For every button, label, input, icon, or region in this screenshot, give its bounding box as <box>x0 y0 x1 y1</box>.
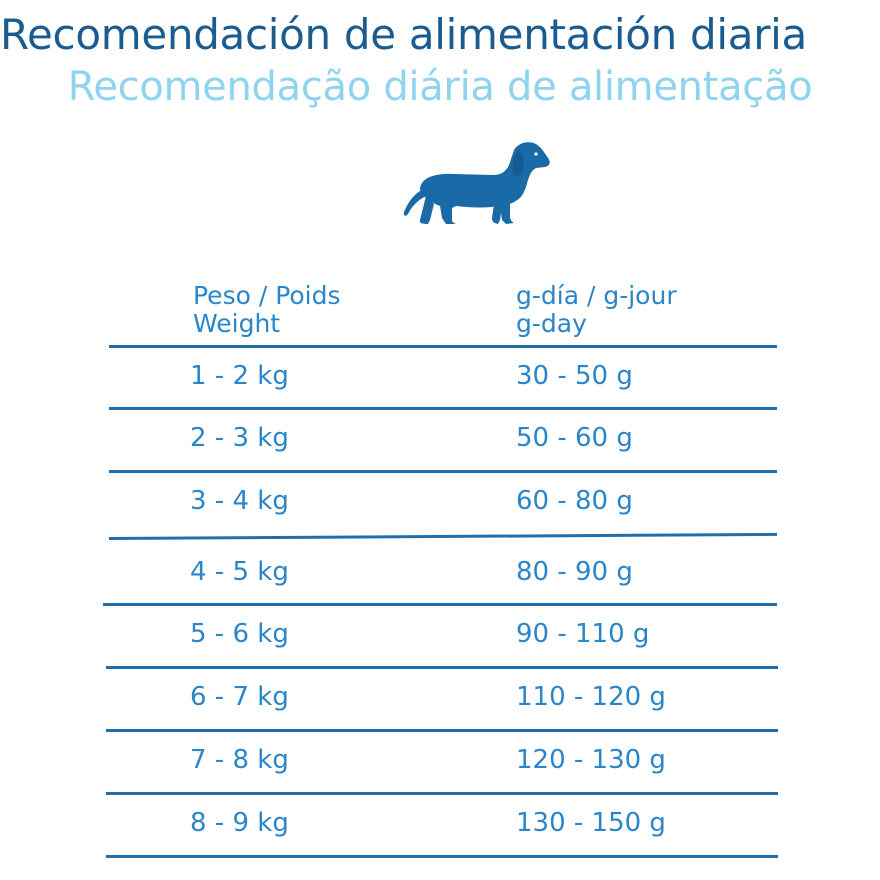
amount-cell: 80 - 90 g <box>516 557 633 587</box>
table-row: 2 - 3 kg 50 - 60 g <box>0 418 880 458</box>
table-rule <box>106 855 778 858</box>
table-rule <box>103 603 777 606</box>
weight-cell: 6 - 7 kg <box>190 682 289 712</box>
table-rule <box>109 470 777 473</box>
weight-cell: 4 - 5 kg <box>190 557 289 587</box>
header-amount-line1: g-día / g-jour <box>516 281 677 310</box>
table-row: 1 - 2 kg 30 - 50 g <box>0 356 880 396</box>
weight-cell: 8 - 9 kg <box>190 808 289 838</box>
weight-cell: 7 - 8 kg <box>190 745 289 775</box>
table-rule <box>108 532 777 540</box>
table-row: 8 - 9 kg 130 - 150 g <box>0 803 880 843</box>
table-rule <box>106 729 778 732</box>
amount-cell: 60 - 80 g <box>516 486 633 516</box>
table-rule <box>106 792 778 795</box>
header-weight-line1: Peso / Poids <box>193 281 341 310</box>
table-row: 3 - 4 kg 60 - 80 g <box>0 481 880 521</box>
table-row: 6 - 7 kg 110 - 120 g <box>0 677 880 717</box>
table-row: 7 - 8 kg 120 - 130 g <box>0 740 880 780</box>
title-portuguese: Recomendação diária de alimentação <box>67 64 813 110</box>
dachshund-icon <box>403 142 550 224</box>
title-spanish: Recomendación de alimentación diaria <box>0 10 807 59</box>
amount-cell: 120 - 130 g <box>516 745 666 775</box>
weight-cell: 1 - 2 kg <box>190 361 289 391</box>
amount-cell: 30 - 50 g <box>516 361 633 391</box>
header-amount-line2: g-day <box>516 309 587 338</box>
amount-cell: 130 - 150 g <box>516 808 666 838</box>
table-row: 4 - 5 kg 80 - 90 g <box>0 552 880 592</box>
amount-cell: 50 - 60 g <box>516 423 633 453</box>
header-weight-line2: Weight <box>193 309 281 338</box>
table-rule <box>109 407 777 410</box>
amount-cell: 90 - 110 g <box>516 619 650 649</box>
weight-cell: 5 - 6 kg <box>190 619 289 649</box>
column-header-weight: Peso / Poids Weight <box>193 282 341 338</box>
table-row: 5 - 6 kg 90 - 110 g <box>0 614 880 654</box>
table-rule <box>109 345 777 348</box>
weight-cell: 2 - 3 kg <box>190 423 289 453</box>
amount-cell: 110 - 120 g <box>516 682 666 712</box>
table-rule <box>106 666 778 669</box>
column-header-amount: g-día / g-jour g-day <box>516 282 677 338</box>
weight-cell: 3 - 4 kg <box>190 486 289 516</box>
